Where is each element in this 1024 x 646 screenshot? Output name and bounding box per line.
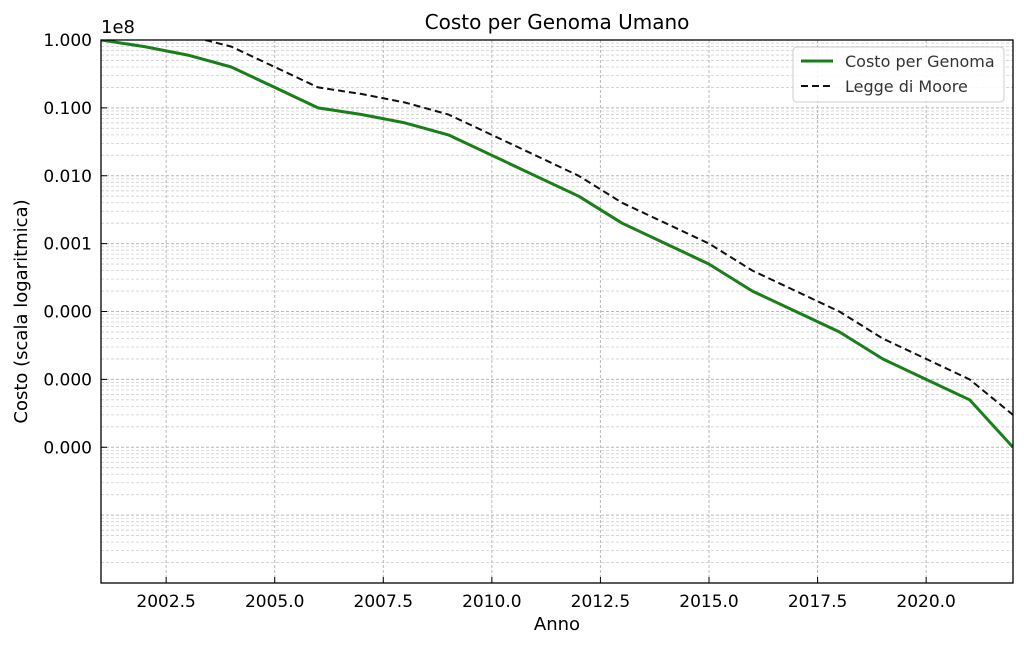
series-line-1 <box>101 40 1013 449</box>
legend-label-2: Legge di Moore <box>845 77 968 96</box>
y-tick-label: 0.000 <box>43 370 92 390</box>
y-tick-label: 0.100 <box>43 99 92 119</box>
series-layer <box>101 40 1013 449</box>
ticks: 2002.5 2005.0 2007.5 2010.0 2012.5 2015.0 2017… <box>43 31 956 612</box>
x-tick-label: 2010.0 <box>462 592 521 612</box>
y-tick-label: 0.001 <box>43 235 92 255</box>
y-tick-label: 0.000 <box>43 438 92 458</box>
grid <box>101 39 1013 584</box>
y-tick-label: 1.000 <box>43 31 92 51</box>
x-tick-label: 2005.0 <box>245 592 304 612</box>
x-tick-label: 2020.0 <box>896 592 955 612</box>
x-axis-label: Anno <box>534 614 580 635</box>
y-tick-label: 0.000 <box>43 303 92 323</box>
x-tick-label: 2015.0 <box>679 592 738 612</box>
legend: Costo per Genoma Legge di Moore <box>792 46 1005 103</box>
y-tick-label: 0.010 <box>43 167 92 187</box>
x-tick-label: 2007.5 <box>354 592 413 612</box>
x-tick-label: 2002.5 <box>136 592 195 612</box>
chart-title: Costo per Genoma Umano <box>425 10 690 34</box>
x-tick-label: 2012.5 <box>571 592 630 612</box>
x-tick-label: 2017.5 <box>788 592 847 612</box>
legend-box <box>792 46 1005 103</box>
legend-label-1: Costo per Genoma <box>845 52 995 71</box>
y-offset-label: 1e8 <box>101 17 135 38</box>
y-axis-label: Costo (scala logaritmica) <box>11 199 32 423</box>
